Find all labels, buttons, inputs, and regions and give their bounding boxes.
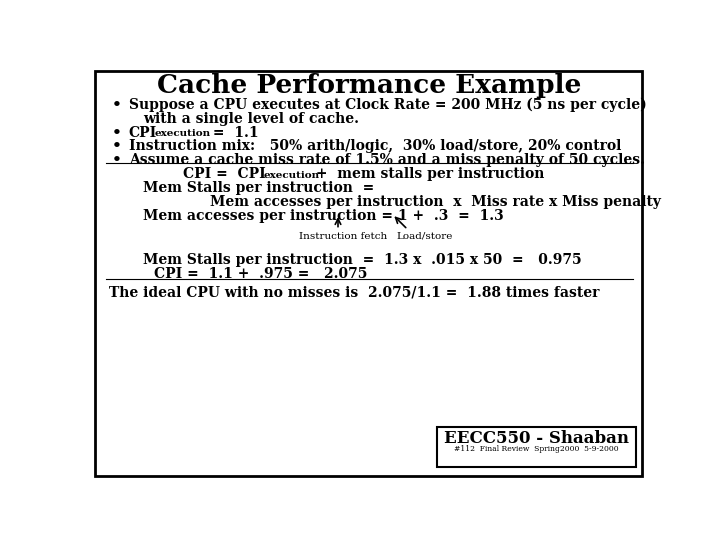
Text: The ideal CPU with no misses is  2.075/1.1 =  1.88 times faster: The ideal CPU with no misses is 2.075/1.…: [109, 286, 599, 300]
Text: with a single level of cache.: with a single level of cache.: [143, 112, 359, 126]
Text: Mem Stalls per instruction  =  1.3 x  .015 x 50  =   0.975: Mem Stalls per instruction = 1.3 x .015 …: [143, 253, 581, 267]
Text: EECC550 - Shaaban: EECC550 - Shaaban: [444, 430, 629, 447]
Text: CPI =  1.1 +  .975 =   2.075: CPI = 1.1 + .975 = 2.075: [153, 267, 367, 281]
Text: Instruction mix:   50% arith/logic,  30% load/store, 20% control: Instruction mix: 50% arith/logic, 30% lo…: [129, 139, 621, 153]
Text: •: •: [112, 139, 122, 153]
Text: Mem Stalls per instruction  =: Mem Stalls per instruction =: [143, 181, 374, 195]
Text: Mem accesses per instruction  x  Miss rate x Miss penalty: Mem accesses per instruction x Miss rate…: [210, 195, 661, 209]
Text: •: •: [112, 126, 122, 140]
Text: #112  Final Review  Spring2000  5-9-2000: #112 Final Review Spring2000 5-9-2000: [454, 445, 618, 453]
Text: Instruction fetch: Instruction fetch: [300, 232, 387, 241]
Text: =  1.1: = 1.1: [208, 126, 258, 140]
Text: Cache Performance Example: Cache Performance Example: [157, 72, 581, 98]
FancyBboxPatch shape: [94, 71, 642, 476]
FancyBboxPatch shape: [437, 427, 636, 467]
Text: •: •: [112, 98, 122, 112]
Text: Mem accesses per instruction = 1 +  .3  =  1.3: Mem accesses per instruction = 1 + .3 = …: [143, 209, 503, 223]
Text: CPI =  CPI: CPI = CPI: [183, 167, 266, 181]
Text: Suppose a CPU executes at Clock Rate = 200 MHz (5 ns per cycle): Suppose a CPU executes at Clock Rate = 2…: [129, 98, 647, 112]
Text: execution: execution: [264, 171, 320, 180]
Text: +  mem stalls per instruction: + mem stalls per instruction: [311, 167, 544, 181]
Text: CPI: CPI: [129, 126, 157, 140]
Text: Assume a cache miss rate of 1.5% and a miss penalty of 50 cycles.: Assume a cache miss rate of 1.5% and a m…: [129, 153, 644, 167]
Text: execution: execution: [155, 130, 211, 138]
Text: Load/store: Load/store: [396, 232, 452, 241]
Text: •: •: [112, 153, 122, 167]
